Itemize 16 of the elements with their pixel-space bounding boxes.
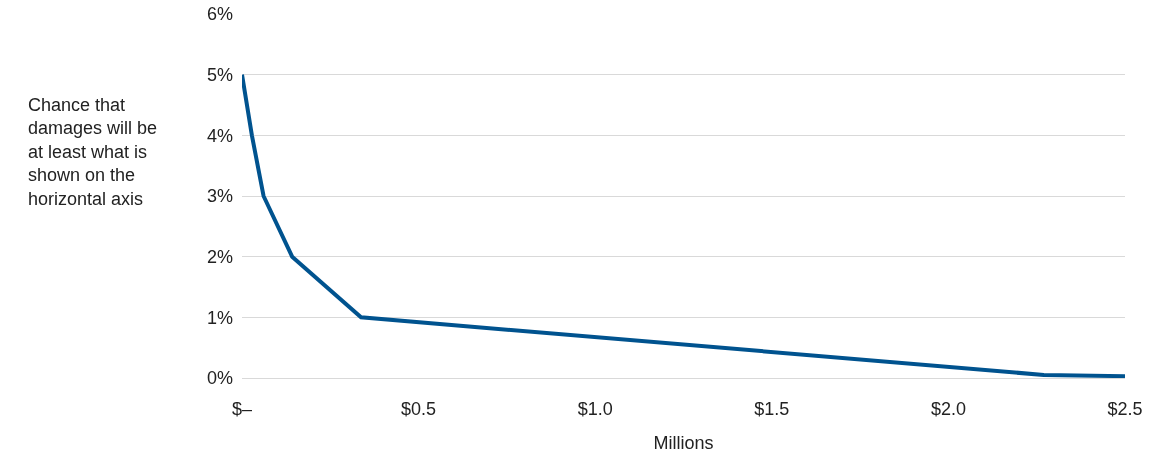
y-axis-title: Chance that damages will be at least what is shown on the horizontal axis [28, 95, 158, 209]
x-tick-label: $– [231, 398, 253, 419]
x-tick-label: $2.0 [930, 398, 966, 419]
y-tick-label: 6% [206, 4, 233, 25]
y-tick-label: 1% [206, 307, 233, 328]
x-tick-label: $2.5 [1107, 398, 1143, 419]
line-series [242, 72, 1125, 378]
y-tick-label: 2% [206, 246, 233, 267]
y-tick-label: 5% [206, 64, 233, 85]
x-tick-label: $1.0 [577, 398, 613, 419]
y-tick-label: 4% [206, 125, 233, 146]
y-tick-label: 0% [206, 368, 233, 389]
y-tick-label: 3% [206, 186, 233, 207]
x-axis-title: Millions [653, 432, 714, 453]
x-tick-label: $0.5 [401, 398, 437, 419]
x-tick-label: $1.5 [754, 398, 790, 419]
